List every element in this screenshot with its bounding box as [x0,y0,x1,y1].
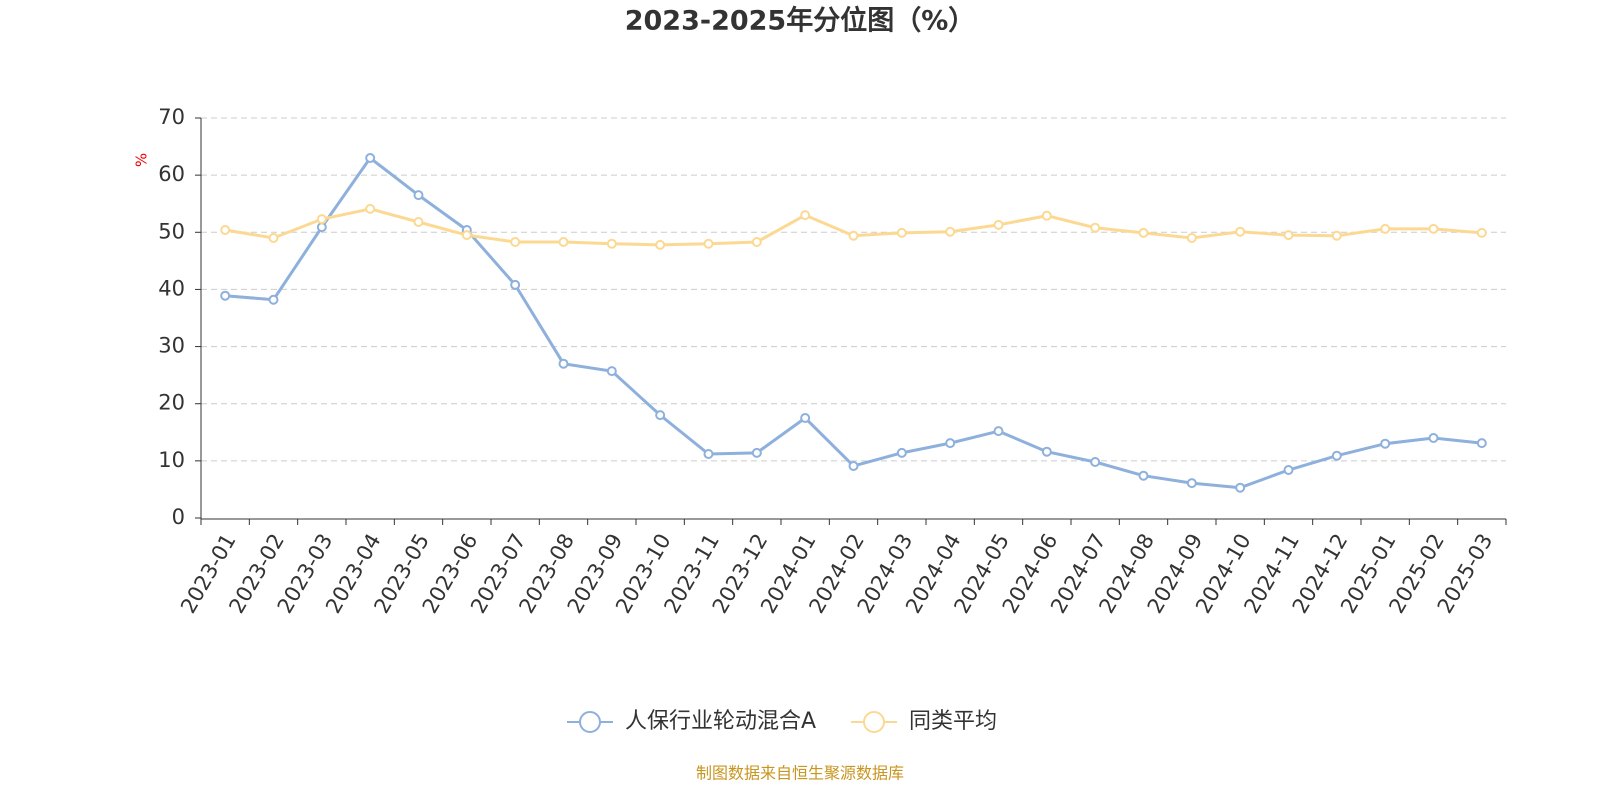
data-point [945,438,956,449]
data-point [1041,446,1052,457]
data-point [220,290,231,301]
data-point [1380,438,1391,449]
data-point [1138,227,1149,238]
y-tick-label: 10 [158,448,185,472]
series-line [225,155,1482,490]
data-point [510,237,521,247]
data-point [703,238,714,249]
data-point [703,449,714,459]
legend-label: 同类平均 [909,709,997,734]
data-point [1235,482,1246,493]
data-point [993,219,1004,230]
data-point [558,358,569,369]
data-point [1476,438,1487,449]
data-point [268,294,279,305]
data-point [413,217,424,227]
data-point [1283,230,1294,241]
y-tick-label: 30 [158,334,185,358]
y-tick-label: 70 [158,105,185,129]
data-point [316,222,327,233]
data-point [220,225,231,235]
data-point [1283,465,1294,475]
data-point [1428,223,1439,234]
data-point [606,238,617,249]
data-point [655,239,666,250]
data-point [1476,227,1487,238]
data-point [1428,433,1439,443]
data-point [461,230,472,241]
data-point [510,279,521,290]
y-tick-label: 40 [158,276,185,300]
chart-title: 2023-2025年分位图（%） [625,5,976,37]
data-point [800,210,811,221]
data-point [1186,478,1197,489]
data-point [751,237,762,247]
data-point [945,226,956,237]
data-point [896,447,907,458]
data-point [848,461,859,471]
data-point [848,230,859,241]
data-point [1090,457,1101,467]
y-tick-label: 60 [158,162,185,186]
legend-label: 人保行业轮动混合A [625,709,816,734]
y-axis-label: % [133,153,151,167]
data-point [558,237,569,247]
data-point [268,233,279,243]
data-point [1331,230,1342,241]
data-point [655,410,666,421]
legend-marker [579,711,601,733]
data-point [365,203,376,214]
data-point [1235,226,1246,237]
data-point [1331,450,1342,461]
data-point [1138,470,1149,481]
y-tick-label: 20 [158,391,185,415]
y-tick-label: 50 [158,219,185,243]
data-point [413,190,424,201]
data-point [1380,223,1391,234]
y-tick-label: 0 [172,505,185,529]
data-point [993,426,1004,437]
data-point [316,214,327,225]
data-point [1186,233,1197,243]
data-point [365,153,376,163]
legend-marker [863,711,885,733]
data-point [896,227,907,238]
source-note: 制图数据来自恒生聚源数据库 [696,764,904,783]
data-point [800,413,811,423]
data-point [1090,222,1101,233]
data-point [1041,210,1052,221]
data-point [751,447,762,458]
data-point [606,366,617,377]
